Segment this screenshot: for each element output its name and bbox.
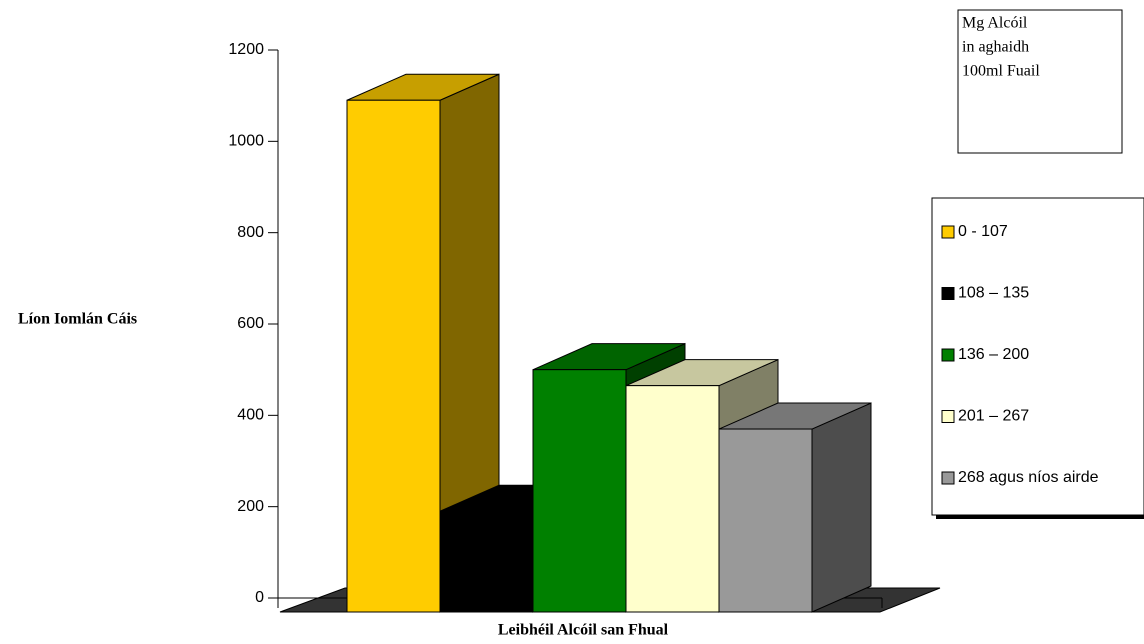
legend-title-line: Mg Alcóil [962, 15, 1028, 32]
bar-side [811, 402, 872, 613]
bar [625, 385, 720, 613]
legend-title-line: in aghaidh [962, 39, 1029, 56]
legend-swatch [941, 287, 955, 300]
bar [439, 510, 534, 613]
legend-label: 108 – 135 [958, 285, 1029, 302]
legend-swatch [941, 225, 955, 239]
legend-label: 0 - 107 [958, 223, 1008, 240]
legend-box [931, 197, 1144, 516]
y-tick-label: 600 [237, 315, 264, 332]
bar [346, 99, 441, 613]
legend-title-box [957, 9, 1123, 154]
y-tick-label: 1200 [228, 41, 264, 58]
legend-swatch [941, 410, 955, 423]
legend-swatch [941, 348, 955, 362]
legend-label: 268 agus níos airde [958, 469, 1099, 486]
legend-title-line: 100ml Fuail [962, 63, 1040, 80]
y-axis-label: Líon Iomlán Cáis [18, 311, 137, 328]
y-tick-label: 200 [237, 498, 264, 515]
bar [718, 428, 813, 613]
bar [532, 369, 627, 613]
x-axis-label: Leibhéil Alcóil san Fhual [498, 622, 669, 639]
legend-swatch [941, 471, 955, 485]
legend-label: 201 – 267 [958, 408, 1029, 425]
y-tick-label: 800 [237, 224, 264, 241]
y-tick-label: 1000 [228, 133, 264, 150]
y-tick-label: 0 [255, 589, 264, 606]
y-tick-label: 400 [237, 407, 264, 424]
legend-label: 136 – 200 [958, 346, 1029, 363]
